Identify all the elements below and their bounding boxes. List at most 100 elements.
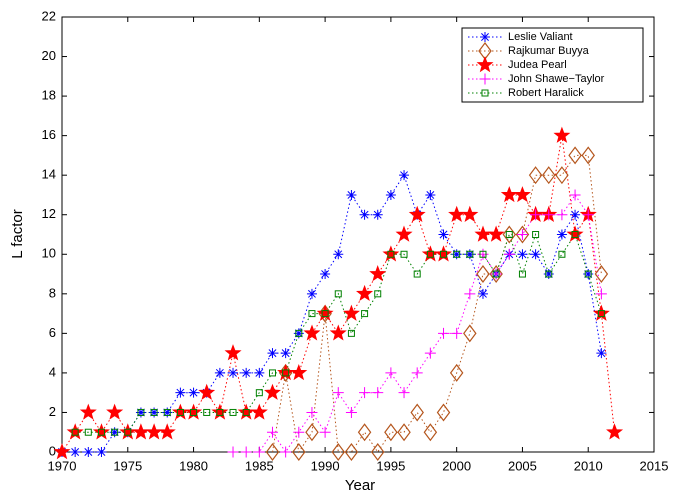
- asterisk-marker: [109, 427, 120, 438]
- square-marker: [440, 250, 448, 258]
- x-tick-label: 1995: [376, 458, 405, 473]
- asterisk-marker: [451, 249, 462, 260]
- legend: Leslie Valiant Rajkumar Buyya Judea Pearl J…: [461, 27, 644, 103]
- star-marker: [566, 225, 584, 242]
- plus-marker: [293, 426, 305, 438]
- asterisk-marker: [464, 249, 475, 260]
- star-marker: [421, 245, 439, 262]
- y-tick-label: 0: [49, 443, 56, 458]
- star-marker: [461, 205, 479, 222]
- square-marker: [71, 428, 79, 436]
- diamond-marker: [555, 166, 569, 185]
- star-marker: [198, 383, 216, 400]
- asterisk-marker: [596, 348, 607, 359]
- y-tick-label: 2: [49, 404, 56, 419]
- square-marker: [282, 369, 290, 377]
- plus-marker: [411, 367, 423, 379]
- y-tick-label: 20: [42, 48, 56, 63]
- asterisk-marker: [175, 387, 186, 398]
- star-marker: [224, 344, 242, 361]
- square-marker: [124, 428, 132, 436]
- square-marker: [334, 290, 342, 298]
- star-marker: [408, 205, 426, 222]
- plus-marker: [266, 426, 278, 438]
- plus-marker: [530, 209, 542, 221]
- diamond-marker: [502, 225, 517, 244]
- asterisk-marker: [346, 189, 357, 200]
- diamond-marker: [542, 166, 556, 185]
- asterisk-marker: [188, 387, 199, 398]
- diamond-marker: [357, 423, 372, 442]
- square-marker: [163, 408, 171, 416]
- star-marker: [303, 324, 321, 341]
- diamond-marker: [568, 146, 582, 165]
- square-marker: [361, 310, 369, 318]
- star-marker: [474, 225, 492, 242]
- asterisk-marker: [280, 348, 291, 359]
- asterisk-marker: [228, 367, 239, 378]
- asterisk-marker: [254, 367, 265, 378]
- square-marker: [150, 408, 158, 416]
- asterisk-marker: [149, 407, 160, 418]
- asterisk-marker: [530, 249, 541, 260]
- square-marker: [400, 250, 408, 258]
- asterisk-marker: [570, 209, 581, 220]
- plus-marker: [319, 426, 331, 438]
- plus-marker: [332, 387, 344, 399]
- series-line: [272, 154, 602, 454]
- square-marker: [242, 408, 250, 416]
- plus-marker: [490, 268, 502, 280]
- star-marker: [369, 265, 387, 282]
- plus-marker: [227, 446, 239, 458]
- x-tick-label: 2000: [442, 458, 471, 473]
- star-marker: [592, 304, 610, 321]
- y-tick-label: 18: [42, 88, 56, 103]
- square-marker: [387, 250, 395, 258]
- star-marker: [106, 403, 124, 420]
- diamond-marker: [436, 403, 451, 422]
- asterisk-marker: [543, 269, 554, 280]
- plus-marker: [240, 446, 252, 458]
- y-tick-label: 6: [49, 325, 56, 340]
- y-tick-label: 12: [42, 206, 56, 221]
- plus-marker: [582, 209, 594, 221]
- square-marker: [413, 270, 421, 278]
- star-marker: [395, 225, 413, 242]
- asterisk-marker: [70, 447, 81, 457]
- x-tick-label: 1980: [179, 458, 208, 473]
- diamond-marker: [449, 363, 464, 382]
- square-marker: [84, 428, 92, 436]
- star-marker: [264, 383, 281, 400]
- plus-marker: [359, 387, 371, 399]
- square-marker: [479, 250, 487, 258]
- square-marker: [374, 290, 382, 298]
- diamond-marker: [344, 443, 359, 461]
- star-marker: [185, 403, 203, 420]
- star-marker: [513, 186, 531, 203]
- legend-label: Robert Haralick: [508, 87, 584, 99]
- star-marker: [145, 423, 163, 440]
- diamond-marker: [410, 403, 424, 422]
- plus-marker: [385, 367, 397, 379]
- x-tick-label: 1985: [245, 458, 274, 473]
- x-tick-label: 1970: [48, 458, 77, 473]
- diamond-marker: [384, 423, 398, 442]
- square-marker: [584, 270, 592, 278]
- plus-marker: [345, 406, 357, 418]
- asterisk-marker: [556, 229, 567, 240]
- star-marker: [500, 186, 518, 203]
- plus-marker: [438, 327, 450, 339]
- star-marker: [277, 363, 295, 381]
- diamond-marker: [581, 146, 595, 165]
- star-marker: [250, 403, 268, 420]
- plus-marker: [503, 248, 515, 260]
- asterisk-marker: [425, 189, 436, 200]
- star-marker: [92, 423, 110, 440]
- plus-marker: [477, 248, 489, 260]
- asterisk-marker: [241, 367, 252, 378]
- plus-marker: [556, 209, 568, 221]
- square-marker: [203, 408, 211, 416]
- square-marker: [571, 231, 579, 238]
- x-tick-label: 2010: [574, 458, 603, 473]
